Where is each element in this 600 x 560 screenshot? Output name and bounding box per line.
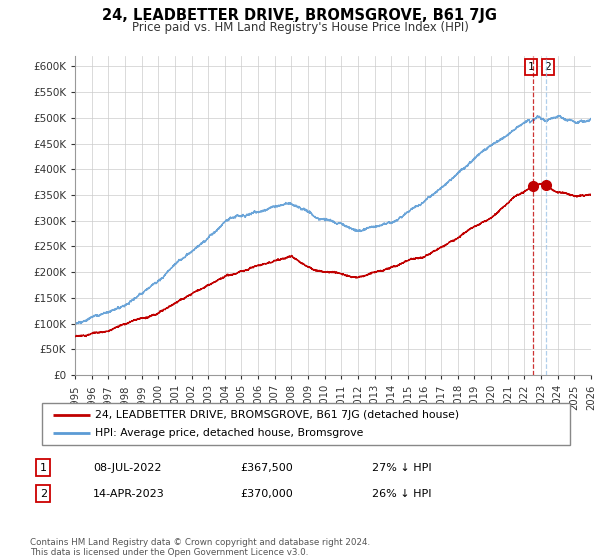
Text: 14-APR-2023: 14-APR-2023 [93,489,165,499]
Text: 1: 1 [528,62,535,72]
Text: £370,000: £370,000 [240,489,293,499]
Text: 2: 2 [40,489,47,499]
Text: 26% ↓ HPI: 26% ↓ HPI [372,489,431,499]
Text: 24, LEADBETTER DRIVE, BROMSGROVE, B61 7JG (detached house): 24, LEADBETTER DRIVE, BROMSGROVE, B61 7J… [95,410,459,420]
Text: 24, LEADBETTER DRIVE, BROMSGROVE, B61 7JG: 24, LEADBETTER DRIVE, BROMSGROVE, B61 7J… [103,8,497,24]
Text: Price paid vs. HM Land Registry's House Price Index (HPI): Price paid vs. HM Land Registry's House … [131,21,469,34]
Text: Contains HM Land Registry data © Crown copyright and database right 2024.
This d: Contains HM Land Registry data © Crown c… [30,538,370,557]
Text: 08-JUL-2022: 08-JUL-2022 [93,463,161,473]
Text: £367,500: £367,500 [240,463,293,473]
Text: 27% ↓ HPI: 27% ↓ HPI [372,463,431,473]
Text: 1: 1 [40,463,47,473]
Text: HPI: Average price, detached house, Bromsgrove: HPI: Average price, detached house, Brom… [95,428,363,438]
Text: 2: 2 [545,62,551,72]
